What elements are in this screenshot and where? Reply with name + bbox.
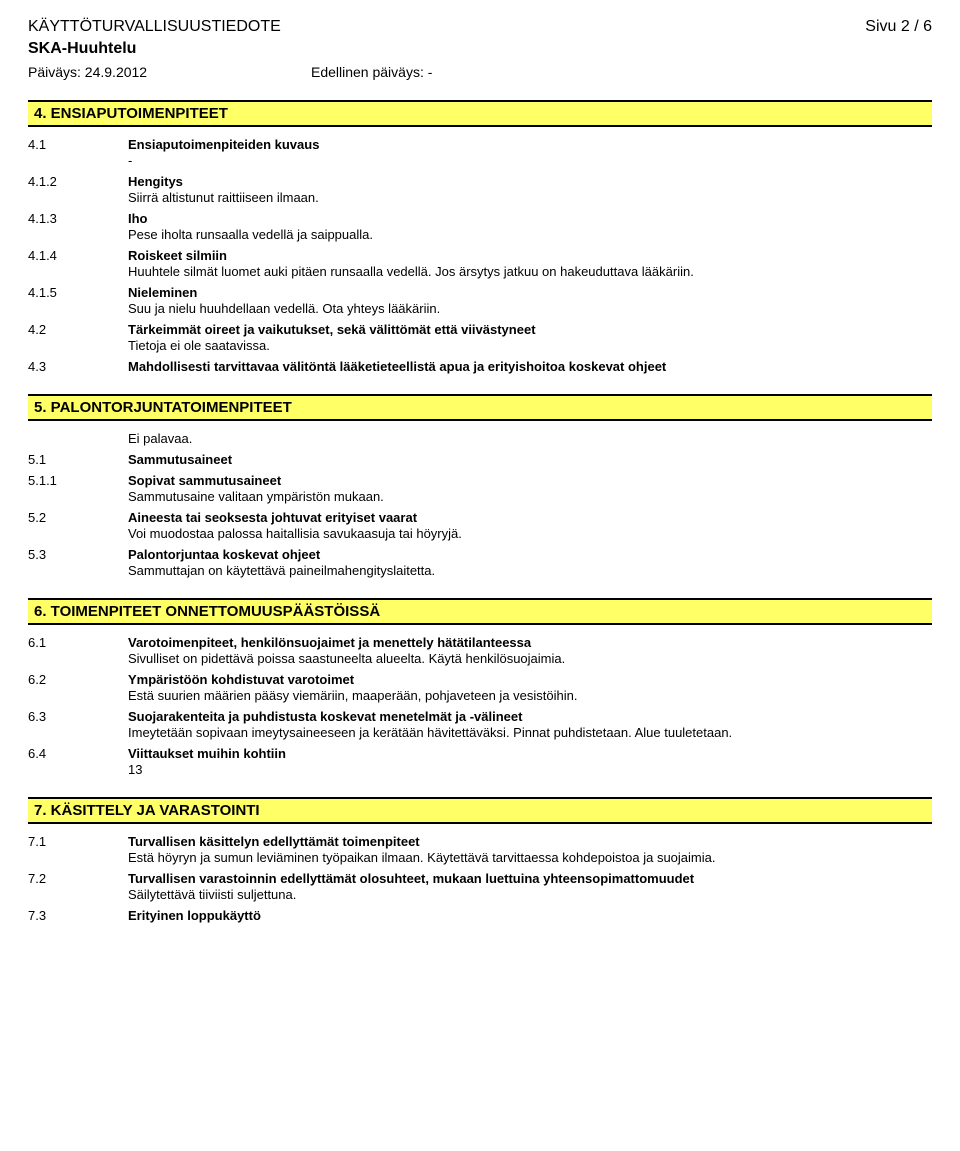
item-num: 4.1.4 [28, 248, 128, 279]
item-4-1-2: 4.1.2 Hengitys Siirrä altistunut raittii… [28, 174, 932, 205]
item-title: Aineesta tai seoksesta johtuvat erityise… [128, 510, 932, 525]
item-title: Roiskeet silmiin [128, 248, 932, 263]
section-5-bar: 5. PALONTORJUNTATOIMENPITEET [28, 394, 932, 421]
page-number: Sivu 2 / 6 [865, 18, 932, 36]
item-title: Varotoimenpiteet, henkilönsuojaimet ja m… [128, 635, 932, 650]
item-7-3: 7.3 Erityinen loppukäyttö [28, 908, 932, 923]
item-num: 5.3 [28, 547, 128, 578]
item-num: 6.1 [28, 635, 128, 666]
item-text: Huuhtele silmät luomet auki pitäen runsa… [128, 264, 932, 279]
item-title: Tärkeimmät oireet ja vaikutukset, sekä v… [128, 322, 932, 337]
item-num: 7.3 [28, 908, 128, 923]
item-4-1: 4.1 Ensiaputoimenpiteiden kuvaus - [28, 137, 932, 168]
date-current: Päiväys: 24.9.2012 [28, 64, 147, 80]
item-title: Sopivat sammutusaineet [128, 473, 932, 488]
item-5-1-1: 5.1.1 Sopivat sammutusaineet Sammutusain… [28, 473, 932, 504]
item-num: 4.1 [28, 137, 128, 168]
item-text: Sammutusaine valitaan ympäristön mukaan. [128, 489, 932, 504]
item-5-2: 5.2 Aineesta tai seoksesta johtuvat erit… [28, 510, 932, 541]
item-title: Nieleminen [128, 285, 932, 300]
date-previous: Edellinen päiväys: - [311, 64, 432, 80]
doc-header: KÄYTTÖTURVALLISUUSTIEDOTE Sivu 2 / 6 [28, 18, 932, 36]
item-4-1-3: 4.1.3 Iho Pese iholta runsaalla vedellä … [28, 211, 932, 242]
item-num: 6.2 [28, 672, 128, 703]
item-title: Ympäristöön kohdistuvat varotoimet [128, 672, 932, 687]
product-name: SKA-Huuhtelu [28, 40, 932, 58]
item-text: Pese iholta runsaalla vedellä ja saippua… [128, 227, 932, 242]
item-text: Säilytettävä tiiviisti suljettuna. [128, 887, 932, 902]
item-title: Turvallisen varastoinnin edellyttämät ol… [128, 871, 932, 886]
item-title: Hengitys [128, 174, 932, 189]
item-5-pre: Ei palavaa. [28, 431, 932, 446]
item-title: Mahdollisesti tarvittavaa välitöntä lääk… [128, 359, 932, 374]
item-title: Erityinen loppukäyttö [128, 908, 932, 923]
item-text: Ei palavaa. [128, 431, 932, 446]
item-title: Iho [128, 211, 932, 226]
item-num: 5.1 [28, 452, 128, 467]
item-5-1: 5.1 Sammutusaineet [28, 452, 932, 467]
item-text: Estä höyryn ja sumun leviäminen työpaika… [128, 850, 932, 865]
item-num: 6.4 [28, 746, 128, 777]
item-text: Estä suurien määrien pääsy viemäriin, ma… [128, 688, 932, 703]
item-num: 4.1.5 [28, 285, 128, 316]
item-7-2: 7.2 Turvallisen varastoinnin edellyttämä… [28, 871, 932, 902]
item-title: Viittaukset muihin kohtiin [128, 746, 932, 761]
item-num: 7.1 [28, 834, 128, 865]
item-title: Sammutusaineet [128, 452, 932, 467]
doc-dates: Päiväys: 24.9.2012 Edellinen päiväys: - [28, 64, 932, 80]
item-text: Suu ja nielu huuhdellaan vedellä. Ota yh… [128, 301, 932, 316]
item-num [28, 431, 128, 446]
item-num: 6.3 [28, 709, 128, 740]
item-5-3: 5.3 Palontorjuntaa koskevat ohjeet Sammu… [28, 547, 932, 578]
doc-title: KÄYTTÖTURVALLISUUSTIEDOTE [28, 18, 281, 36]
item-title: Turvallisen käsittelyn edellyttämät toim… [128, 834, 932, 849]
item-6-4: 6.4 Viittaukset muihin kohtiin 13 [28, 746, 932, 777]
item-num: 4.3 [28, 359, 128, 374]
item-num: 7.2 [28, 871, 128, 902]
item-text: Imeytetään sopivaan imeytysaineeseen ja … [128, 725, 932, 740]
item-6-3: 6.3 Suojarakenteita ja puhdistusta koske… [28, 709, 932, 740]
item-title: Ensiaputoimenpiteiden kuvaus [128, 137, 932, 152]
item-num: 4.1.3 [28, 211, 128, 242]
item-text: Voi muodostaa palossa haitallisia savuka… [128, 526, 932, 541]
item-text: Sammuttajan on käytettävä paineilmahengi… [128, 563, 932, 578]
item-6-1: 6.1 Varotoimenpiteet, henkilönsuojaimet … [28, 635, 932, 666]
item-text: - [128, 153, 932, 168]
item-text: Sivulliset on pidettävä poissa saastunee… [128, 651, 932, 666]
item-title: Palontorjuntaa koskevat ohjeet [128, 547, 932, 562]
item-text: Tietoja ei ole saatavissa. [128, 338, 932, 353]
item-6-2: 6.2 Ympäristöön kohdistuvat varotoimet E… [28, 672, 932, 703]
item-num: 5.1.1 [28, 473, 128, 504]
item-4-3: 4.3 Mahdollisesti tarvittavaa välitöntä … [28, 359, 932, 374]
section-4-bar: 4. ENSIAPUTOIMENPITEET [28, 100, 932, 127]
section-6-bar: 6. TOIMENPITEET ONNETTOMUUSPÄÄSTÖISSÄ [28, 598, 932, 625]
item-text: Siirrä altistunut raittiiseen ilmaan. [128, 190, 932, 205]
item-num: 4.1.2 [28, 174, 128, 205]
item-title: Suojarakenteita ja puhdistusta koskevat … [128, 709, 932, 724]
item-num: 5.2 [28, 510, 128, 541]
item-4-1-4: 4.1.4 Roiskeet silmiin Huuhtele silmät l… [28, 248, 932, 279]
item-4-1-5: 4.1.5 Nieleminen Suu ja nielu huuhdellaa… [28, 285, 932, 316]
item-text: 13 [128, 762, 932, 777]
item-num: 4.2 [28, 322, 128, 353]
section-7-bar: 7. KÄSITTELY JA VARASTOINTI [28, 797, 932, 824]
item-4-2: 4.2 Tärkeimmät oireet ja vaikutukset, se… [28, 322, 932, 353]
item-7-1: 7.1 Turvallisen käsittelyn edellyttämät … [28, 834, 932, 865]
